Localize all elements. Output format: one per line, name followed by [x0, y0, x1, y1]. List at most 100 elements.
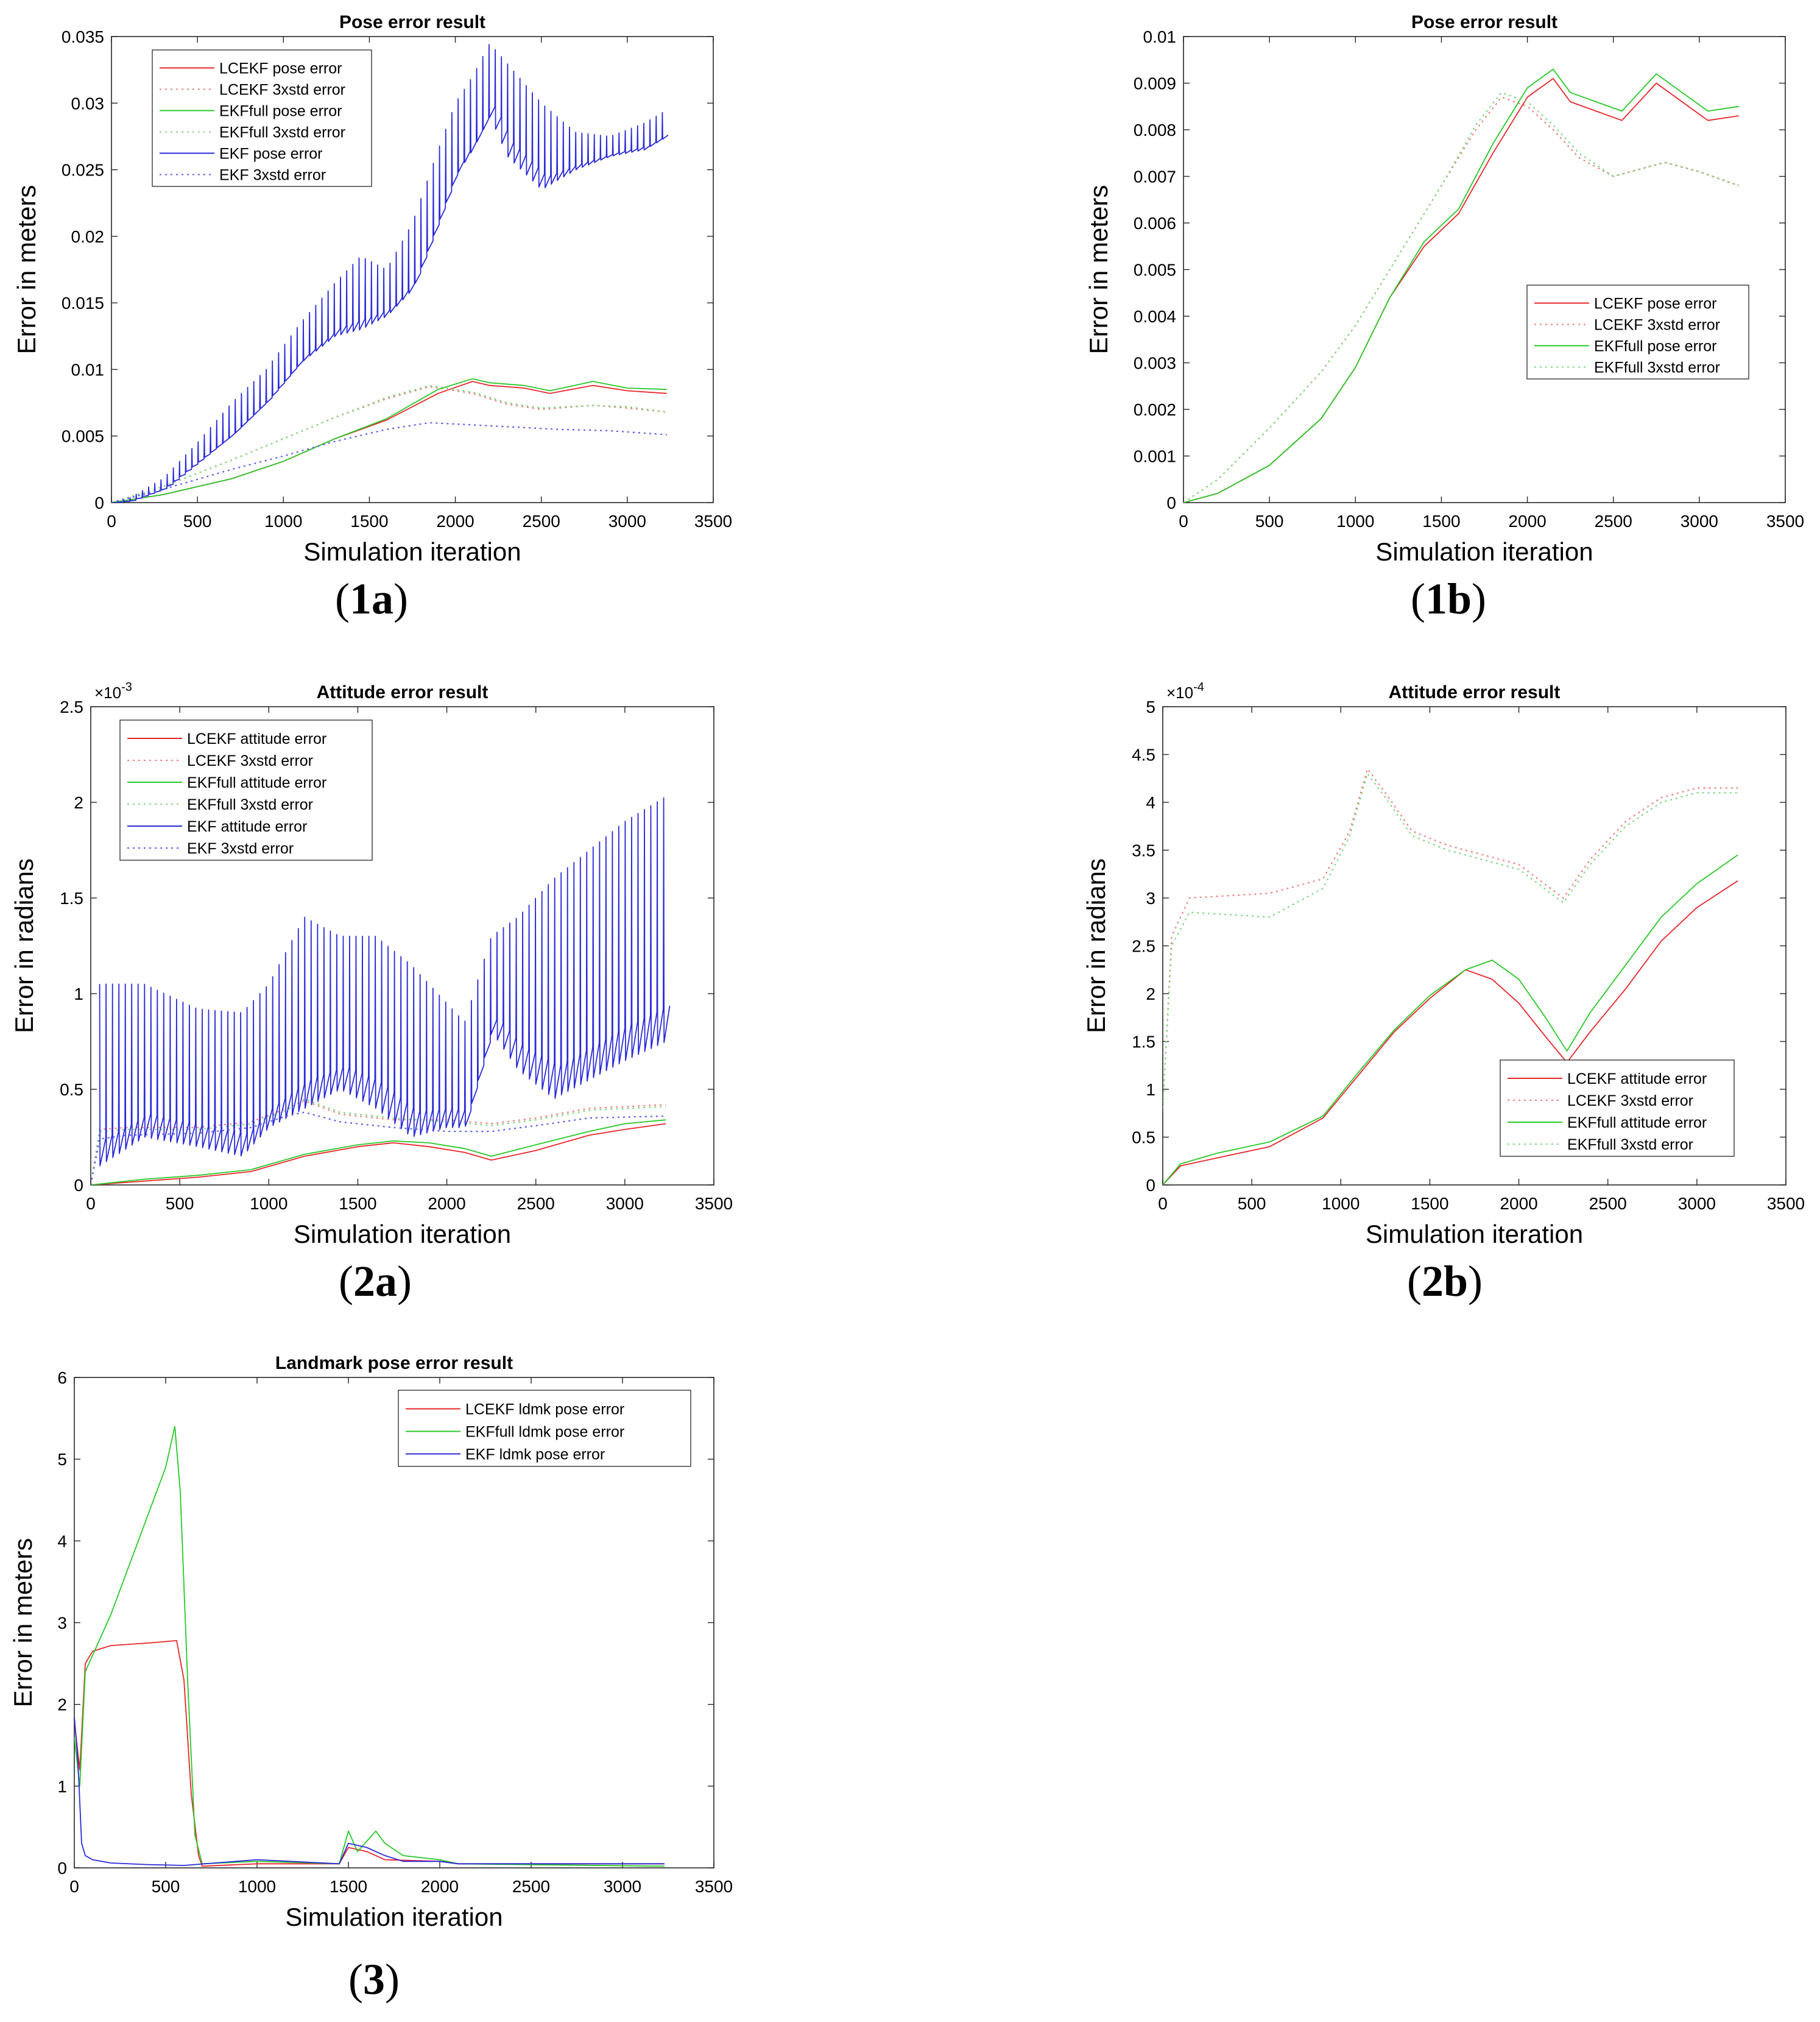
- x-tick-label: 0: [1179, 512, 1188, 531]
- series-group: [111, 44, 669, 503]
- y-tick-label: 1.5: [60, 889, 83, 908]
- x-tick-label: 1000: [250, 1194, 287, 1213]
- series-line-ekf-ldmk-pose-error: [74, 1716, 665, 1866]
- y-tick-label: 1: [57, 1777, 67, 1796]
- y-tick-label: 1: [1146, 1080, 1155, 1099]
- chart-3: 0 500 1000 1500 2000 2500 3000 3500 0 1 2 3 4 5 6 Landm…: [9, 1353, 733, 1931]
- x-tick-label: 500: [152, 1877, 180, 1896]
- y-tick-label: 0.03: [71, 94, 105, 113]
- y-axis-label: Error in radians: [10, 858, 38, 1033]
- legend-label: EKFfull attitude error: [1567, 1114, 1707, 1131]
- legend-label: EKFfull 3xstd error: [219, 124, 345, 141]
- y-tick-label: 0.025: [62, 161, 104, 180]
- chart-1a: 0 500 1000 1500 2000 2500 3000 3500 0 0.005 0.01 0.…: [12, 12, 732, 566]
- series-line-lcekf-ldmk-pose-error: [74, 1640, 665, 1867]
- legend-label: EKFfull 3xstd error: [187, 796, 313, 813]
- series-line-ekffull-pose-error: [111, 378, 667, 503]
- legend-label: EKFfull 3xstd error: [1567, 1136, 1693, 1153]
- y-tick-label: 6: [57, 1368, 67, 1387]
- y-exponent-label: ×10-4: [1166, 680, 1204, 702]
- y-tick-label: 0.006: [1134, 214, 1176, 233]
- y-tick-label: 0: [94, 493, 104, 512]
- series-line-ekf-attitude-error: [99, 797, 671, 1167]
- x-tick-label: 3500: [1766, 512, 1804, 531]
- legend-label: EKFfull 3xstd error: [1594, 359, 1720, 376]
- y-axis-label: Error in meters: [9, 1538, 37, 1708]
- y-tick-label: 0.01: [1143, 27, 1177, 46]
- x-tick-label: 2000: [436, 512, 474, 531]
- series-line-ekffull-attitude-error: [1163, 854, 1738, 1185]
- y-tick-label: 0.5: [1132, 1128, 1155, 1147]
- chart-2a: 0 500 1000 1500 2000 2500 3000 3500 0 0.5 1 1.5 2 2.5…: [10, 680, 733, 1248]
- x-tick-label: 3000: [604, 1877, 641, 1896]
- legend-label: EKFfull attitude error: [187, 774, 326, 791]
- y-tick-label: 0: [1146, 1176, 1155, 1195]
- legend-box: [1500, 1059, 1735, 1157]
- y-exponent-label: ×10-3: [94, 680, 132, 702]
- series-line-lcekf-attitude-error: [91, 1123, 666, 1185]
- y-exponent-power: -3: [121, 680, 132, 694]
- y-tick-label: 3: [57, 1614, 67, 1633]
- chart-title: Landmark pose error result: [275, 1353, 513, 1373]
- series-line-lcekf-3xstd-error: [1163, 768, 1738, 1109]
- y-tick-label: 0.008: [1134, 121, 1176, 140]
- x-tick-label: 3000: [608, 512, 646, 531]
- legend-label: EKFfull pose error: [1594, 338, 1716, 355]
- y-tick-label: 2.5: [1132, 937, 1155, 956]
- caption-3: (3): [348, 1955, 400, 2004]
- caption-1a: (1a): [335, 574, 408, 623]
- legend-box: [152, 49, 372, 187]
- y-tick-label: 0.002: [1134, 400, 1176, 419]
- y-tick-label: 0: [74, 1176, 83, 1195]
- series-group: [1163, 768, 1738, 1185]
- y-tick-label: 0: [57, 1859, 67, 1878]
- legend-label: LCEKF attitude error: [1567, 1070, 1707, 1087]
- y-tick-label: 0.02: [71, 227, 105, 246]
- legend-box: [1526, 285, 1749, 380]
- x-tick-label: 2000: [1508, 512, 1546, 531]
- series-line-ekffull-attitude-error: [91, 1119, 666, 1185]
- y-tick-label: 0.015: [62, 294, 104, 313]
- x-axis-label: Simulation iteration: [303, 537, 521, 566]
- legend-label: EKF 3xstd error: [219, 167, 326, 184]
- y-tick-label: 0.001: [1134, 447, 1176, 466]
- legend-label: LCEKF 3xstd error: [1594, 317, 1720, 334]
- y-axis-label: Error in meters: [12, 185, 41, 355]
- chart-panel-2b: 0 500 1000 1500 2000 2500 3000 3500 0 0.5 1 1.5 2 2.5…: [1072, 670, 1820, 1316]
- x-axis-label: Simulation iteration: [285, 1903, 503, 1931]
- x-tick-label: 1500: [350, 512, 388, 531]
- y-tick-label: 0.004: [1134, 307, 1176, 326]
- chart-2b: 0 500 1000 1500 2000 2500 3000 3500 0 0.5 1 1.5 2 2.5…: [1082, 680, 1805, 1248]
- x-tick-label: 1500: [1411, 1194, 1448, 1213]
- series-group: [1183, 68, 1740, 503]
- y-tick-label: 2: [57, 1695, 67, 1714]
- legend-label: LCEKF pose error: [1594, 295, 1716, 313]
- x-axis-label: Simulation iteration: [1375, 537, 1593, 566]
- y-tick-label: 5: [1146, 698, 1155, 716]
- x-tick-label: 2500: [517, 1194, 555, 1213]
- y-tick-label: 0.007: [1134, 168, 1176, 186]
- caption-2b: (2b): [1406, 1257, 1483, 1306]
- x-tick-label: 2000: [1500, 1194, 1537, 1213]
- chart-title: Attitude error result: [1389, 682, 1561, 702]
- y-tick-label: 2: [74, 793, 83, 812]
- x-tick-label: 500: [166, 1194, 194, 1213]
- y-tick-label: 0: [1166, 493, 1176, 512]
- legend-label: LCEKF 3xstd error: [187, 752, 313, 769]
- x-tick-label: 1500: [330, 1877, 367, 1896]
- series-line-ekffull-3xstd-error: [111, 384, 667, 503]
- x-tick-label: 1000: [1322, 1194, 1360, 1213]
- chart-panel-1a: 0 500 1000 1500 2000 2500 3000 3500 0 0.005 0.01 0.…: [0, 0, 732, 634]
- y-tick-label: 0.005: [62, 427, 104, 446]
- legend-label: EKF attitude error: [187, 818, 307, 835]
- x-tick-label: 2500: [512, 1877, 550, 1896]
- x-tick-label: 3000: [606, 1194, 644, 1213]
- x-tick-label: 3000: [1681, 512, 1718, 531]
- series-line-ekffull-ldmk-pose-error: [74, 1426, 665, 1867]
- x-tick-label: 0: [107, 512, 116, 531]
- legend-label: EKFfull ldmk pose error: [465, 1424, 624, 1441]
- y-tick-label: 3: [1146, 889, 1155, 908]
- x-tick-label: 500: [1255, 512, 1284, 531]
- x-tick-label: 3500: [695, 1877, 733, 1896]
- series-group: [91, 797, 671, 1185]
